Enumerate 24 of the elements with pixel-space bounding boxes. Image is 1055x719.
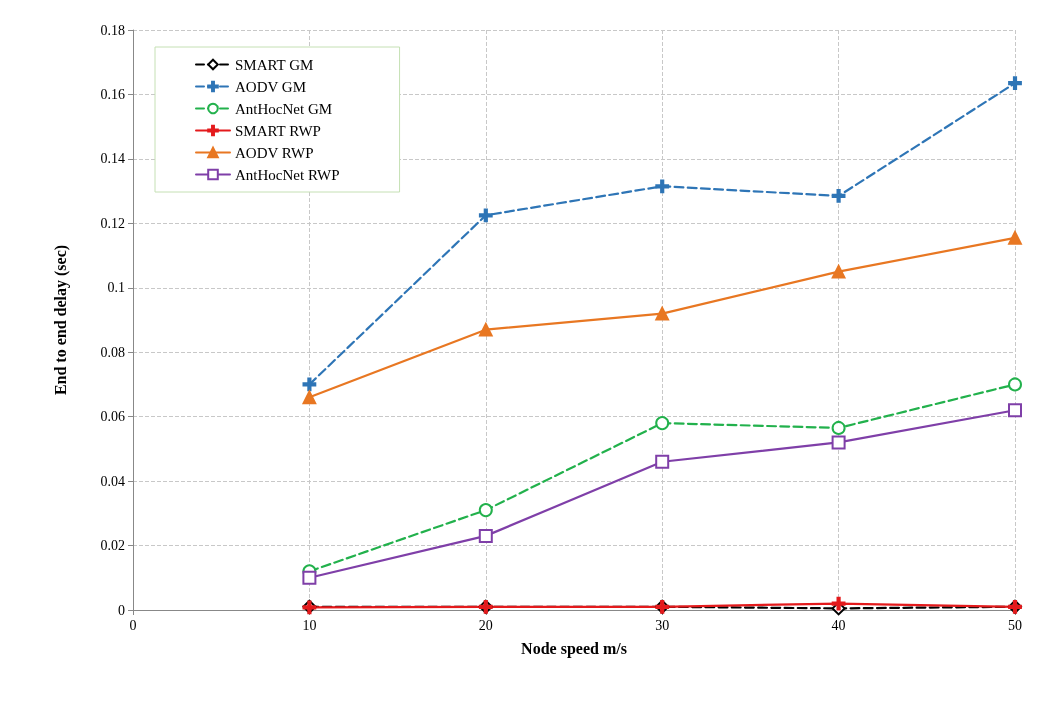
legend-label: SMART RWP	[235, 122, 321, 139]
y-tick-label: 0.16	[100, 86, 125, 102]
legend-label: AntHocNet RWP	[235, 166, 340, 183]
y-tick-label: 0.02	[100, 538, 125, 554]
y-tick-label: 0.08	[100, 344, 125, 360]
legend-label: SMART GM	[235, 56, 314, 73]
x-axis-title: Node speed m/s	[521, 639, 627, 658]
legend-label: AODV GM	[235, 78, 306, 95]
x-tick-label: 0	[129, 617, 137, 633]
legend-label: AntHocNet GM	[235, 100, 333, 117]
x-tick-label: 20	[478, 617, 493, 633]
y-tick-label: 0	[118, 602, 125, 618]
y-tick-label: 0.06	[100, 409, 125, 425]
x-tick-label: 10	[302, 617, 317, 633]
y-tick-label: 0.04	[100, 473, 125, 489]
y-tick-label: 0.1	[107, 280, 125, 296]
y-tick-label: 0.12	[100, 215, 125, 231]
y-axis-title: End to end delay (sec)	[51, 244, 70, 396]
x-tick-label: 40	[831, 617, 846, 633]
x-tick-label: 50	[1008, 617, 1022, 633]
y-tick-label: 0.18	[100, 22, 125, 38]
y-tick-label: 0.14	[100, 151, 125, 167]
x-tick-label: 30	[655, 617, 670, 633]
legend-label: AODV RWP	[235, 144, 314, 161]
